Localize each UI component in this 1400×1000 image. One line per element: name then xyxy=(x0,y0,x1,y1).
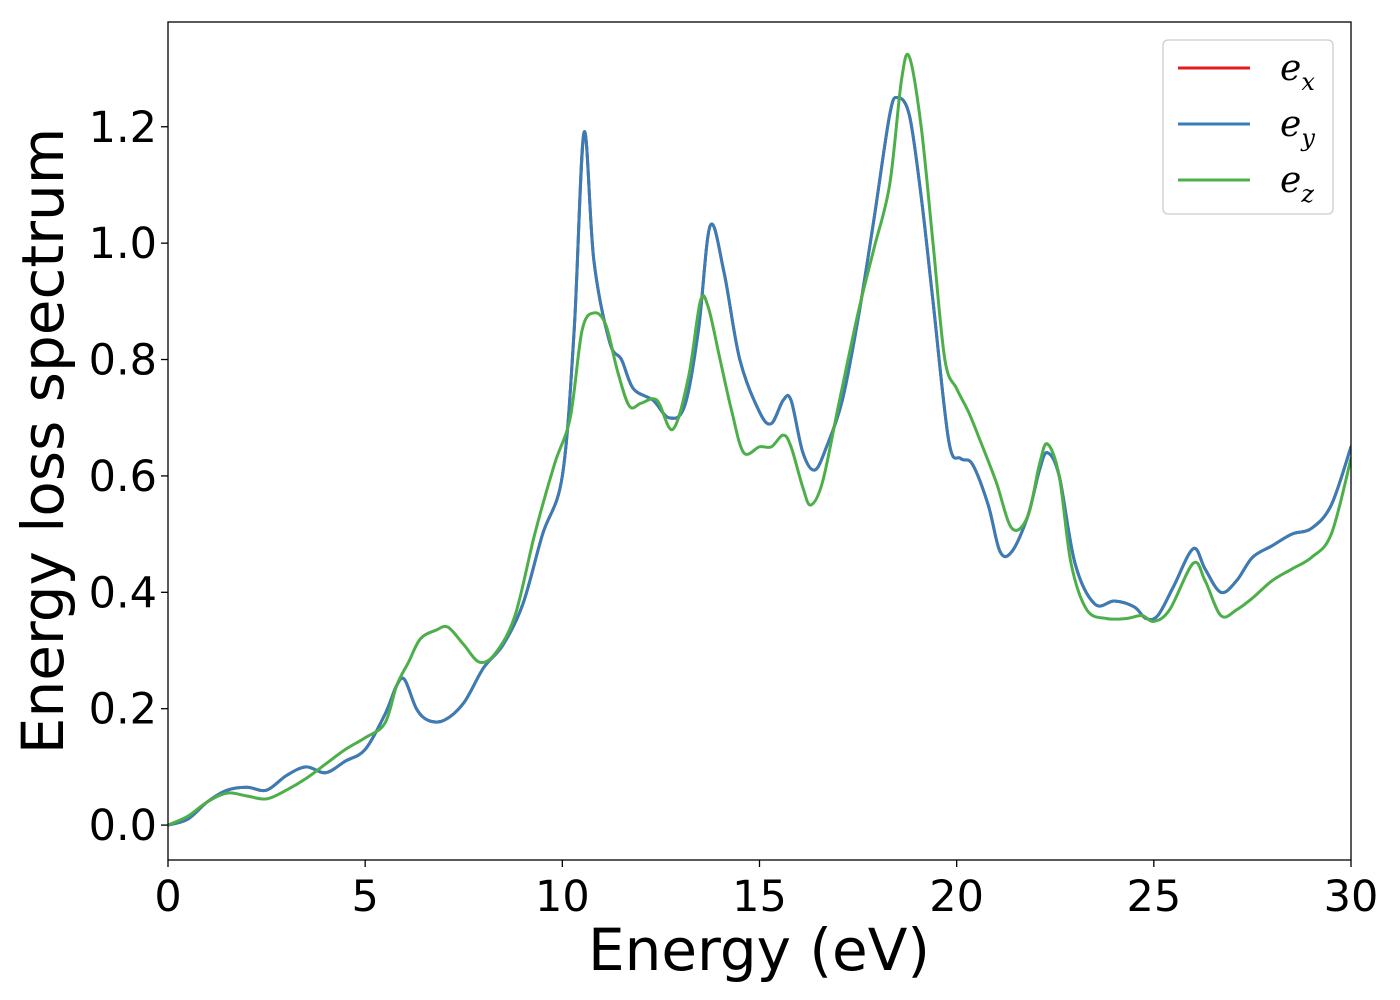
x-axis-ticks: 0 5 10 15 20 25 30 xyxy=(154,860,1378,922)
x-axis-title: Energy (eV) xyxy=(588,916,930,984)
series-line-e-z xyxy=(168,52,1351,827)
plot-area xyxy=(168,22,1351,860)
y-axis-ticks: 0.0 0.2 0.4 0.6 0.8 1.0 1.2 xyxy=(89,103,168,851)
y-tick-label: 0.0 xyxy=(89,801,157,851)
x-tick-label: 10 xyxy=(535,872,590,922)
x-tick-label: 5 xyxy=(351,872,378,922)
y-tick-label: 1.2 xyxy=(89,103,157,153)
y-tick-label: 0.2 xyxy=(89,685,157,735)
x-tick-label: 25 xyxy=(1126,872,1181,922)
y-axis-title: Energy loss spectrum xyxy=(9,128,77,754)
series-layer xyxy=(168,52,1351,827)
y-tick-label: 0.4 xyxy=(89,568,157,618)
legend-box xyxy=(1162,39,1334,215)
y-tick-label: 1.0 xyxy=(89,219,157,269)
y-tick-label: 0.6 xyxy=(89,452,157,502)
y-tick-label: 0.8 xyxy=(89,336,157,386)
series-line-e-y xyxy=(168,96,1351,827)
x-tick-label: 0 xyxy=(154,872,181,922)
x-tick-label: 20 xyxy=(929,872,984,922)
x-tick-label: 15 xyxy=(732,872,787,922)
x-tick-label: 30 xyxy=(1324,872,1379,922)
